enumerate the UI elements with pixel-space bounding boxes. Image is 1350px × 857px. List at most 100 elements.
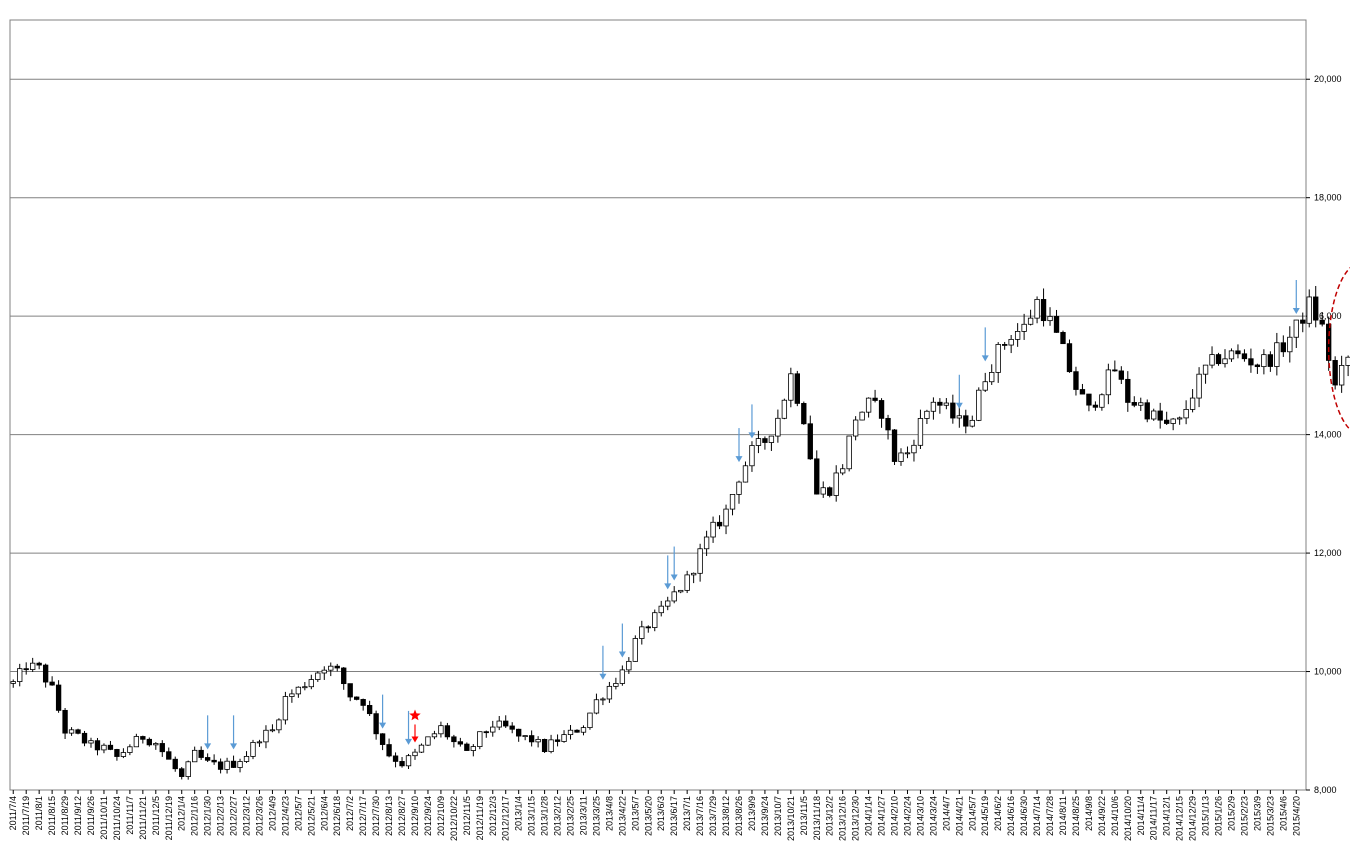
candle-down	[334, 665, 340, 669]
candle-up	[308, 679, 314, 688]
candle-up	[852, 419, 859, 437]
x-tick-label: 2011/10/11	[99, 796, 109, 840]
x-tick-label: 2013/6/3	[656, 796, 666, 831]
candle-down	[341, 667, 347, 685]
x-tick-label: 2012/12/3	[488, 796, 498, 836]
x-tick-label: 2012/9/24	[423, 796, 433, 836]
x-tick-label: 2012/11/19	[475, 796, 485, 840]
x-tick-label: 2014/7/14	[1032, 796, 1042, 836]
candle-up	[1202, 364, 1209, 375]
candle-down	[204, 757, 211, 761]
candle-down	[217, 761, 224, 770]
y-tick-label: 8,000	[1314, 785, 1337, 795]
candle-up	[1196, 373, 1202, 399]
candle-down	[1053, 316, 1060, 333]
candle-down	[179, 768, 185, 777]
candle-down	[554, 739, 561, 742]
candle-down	[1280, 342, 1286, 353]
y-tick-label: 12,000	[1314, 548, 1342, 558]
x-tick-label: 2012/8/13	[384, 796, 394, 836]
x-tick-label: 2012/4/9	[267, 796, 277, 831]
x-tick-label: 2012/3/12	[242, 796, 252, 836]
x-tick-label: 2013/5/7	[630, 796, 640, 831]
x-tick-label: 2012/6/4	[319, 796, 329, 831]
x-tick-label: 2013/5/20	[643, 796, 653, 836]
candle-down	[950, 402, 956, 419]
candle-up	[729, 493, 736, 510]
x-tick-label: 2011/8/29	[60, 796, 70, 835]
candle-up	[68, 729, 75, 734]
candle-up	[613, 683, 619, 687]
x-tick-label: 2012/10/22	[449, 796, 459, 841]
candle-up	[710, 521, 716, 538]
candle-up	[269, 729, 276, 732]
x-tick-label: 2013/8/26	[734, 796, 744, 836]
candle-down	[801, 403, 807, 425]
x-tick-label: 2012/1/16	[190, 796, 200, 836]
candle-up	[652, 612, 658, 628]
x-tick-label: 2014/6/30	[1019, 796, 1029, 836]
candle-up	[742, 465, 749, 483]
x-tick-label: 2011/7/4	[8, 796, 18, 830]
candle-up	[943, 402, 950, 406]
candle-up	[587, 712, 593, 728]
x-tick-label: 2012/1/4	[177, 796, 187, 831]
x-tick-label: 2011/8/1	[34, 796, 44, 830]
candle-up	[1151, 410, 1157, 420]
candle-down	[1300, 319, 1306, 324]
candle-up	[88, 740, 94, 744]
candle-up	[561, 734, 567, 742]
candle-up	[658, 605, 664, 614]
x-tick-label: 2011/8/15	[47, 796, 57, 835]
x-tick-label: 2012/2/27	[229, 796, 239, 836]
candle-down	[198, 749, 204, 758]
x-tick-label: 2012/7/30	[371, 796, 381, 836]
candle-up	[490, 726, 496, 733]
candle-up	[684, 574, 690, 591]
candle-up	[1338, 365, 1345, 386]
candle-up	[250, 742, 256, 757]
candle-up	[224, 760, 230, 770]
candle-up	[995, 344, 1001, 373]
candle-down	[878, 400, 885, 419]
candle-down	[379, 733, 386, 745]
candle-up	[276, 719, 282, 731]
x-tick-label: 2011/10/24	[112, 796, 122, 840]
candle-down	[1332, 360, 1338, 386]
candle-down	[891, 429, 898, 462]
x-tick-label: 2014/4/7	[941, 796, 951, 831]
down-arrow-head	[618, 651, 626, 658]
candle-up	[846, 435, 852, 470]
x-tick-label: 2011/7/19	[21, 796, 31, 835]
candle-up	[237, 761, 243, 768]
candle-up	[820, 487, 826, 495]
candle-down	[1131, 402, 1137, 406]
candle-down	[36, 662, 42, 666]
candle-up	[120, 752, 127, 757]
candle-down	[75, 729, 81, 734]
down-arrow-head	[599, 673, 607, 680]
candle-up	[1047, 316, 1053, 322]
candle-up	[749, 445, 755, 467]
candle-down	[42, 664, 49, 683]
candle-up	[185, 761, 191, 777]
red-arrow-head	[411, 736, 419, 743]
candles	[10, 285, 1350, 780]
x-tick-label: 2013/2/25	[566, 796, 576, 836]
candle-up	[496, 720, 502, 728]
candle-up	[127, 746, 133, 753]
x-tick-label: 2013/2/12	[553, 796, 563, 836]
x-tick-label: 2012/2/13	[216, 796, 226, 836]
candle-down	[1157, 410, 1163, 421]
candle-down	[1241, 353, 1248, 360]
x-tick-label: 2011/12/5	[151, 796, 161, 835]
candle-down	[114, 749, 120, 757]
candle-down	[807, 423, 813, 460]
candle-up	[418, 744, 425, 753]
candle-down	[444, 725, 451, 738]
x-tick-label: 2012/8/27	[397, 796, 407, 836]
x-tick-label: 2012/5/7	[293, 796, 303, 831]
candle-down	[172, 758, 178, 770]
x-tick-label: 2013/11/5	[799, 796, 809, 835]
